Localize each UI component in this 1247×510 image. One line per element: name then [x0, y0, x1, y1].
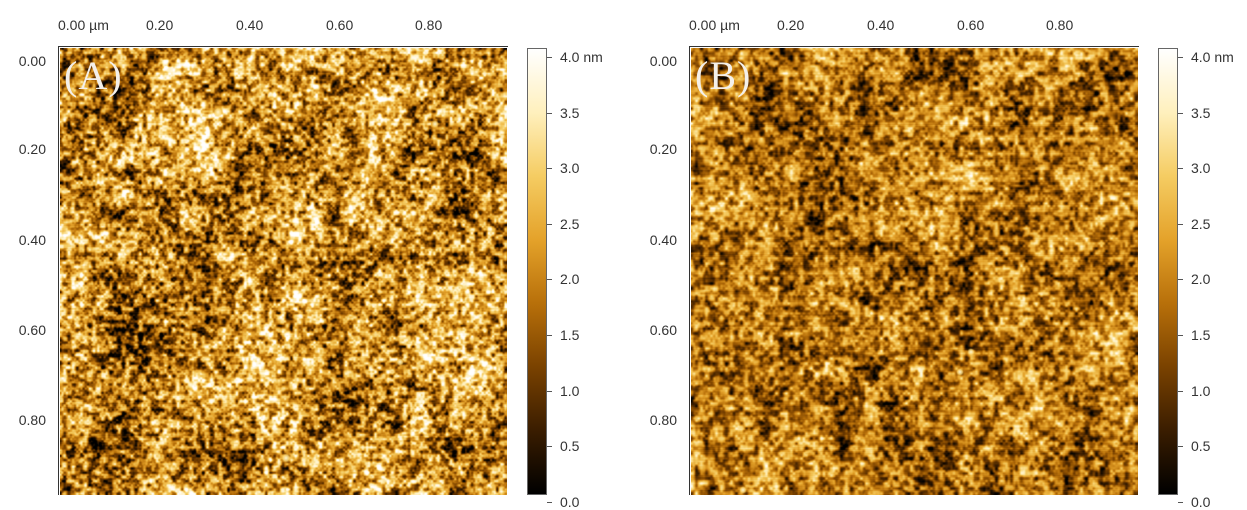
x-tick: 0.40: [867, 17, 895, 33]
color-scale-tick: [1178, 223, 1183, 225]
x-tick: 0.00 µm: [689, 17, 740, 33]
x-tick: 0.00 µm: [58, 17, 109, 33]
color-scale-label: 3.0: [560, 160, 580, 177]
y-tick: 0.60: [649, 322, 677, 338]
color-scale-tick: [1178, 112, 1183, 114]
panel-label: (A): [64, 53, 123, 98]
y-tick: 0.20: [649, 141, 677, 157]
color-scale-tick: [1178, 446, 1183, 448]
color-scale-tick: [547, 446, 552, 448]
color-scale-tick: [1178, 168, 1183, 170]
color-scale-tick: [547, 390, 552, 392]
color-scale-bar: [527, 48, 547, 495]
color-scale-tick: [1178, 279, 1183, 281]
color-scale-tick: [1178, 390, 1183, 392]
color-scale-label: 4.0 nm: [1191, 49, 1234, 65]
color-scale-tick: [1178, 57, 1183, 58]
color-scale-tick: [547, 223, 552, 225]
scan-left-border: [58, 46, 59, 495]
color-scale-label: 2.0: [1191, 271, 1211, 288]
color-scale-label: 1.0: [1191, 382, 1211, 399]
color-scale-tick: [547, 168, 552, 170]
color-scale-label: 0.5: [1191, 438, 1211, 455]
scan-left-border: [689, 46, 690, 495]
color-scale-label: 0.0: [560, 493, 580, 510]
x-tick: 0.60: [957, 17, 985, 33]
color-scale-label: 1.5: [1191, 327, 1211, 343]
y-tick: 0.40: [649, 232, 677, 248]
color-scale-tick: [547, 501, 552, 503]
x-tick: 0.20: [146, 17, 174, 33]
y-tick: 0.80: [18, 412, 46, 428]
color-scale-label: 1.0: [560, 382, 580, 399]
color-scale-label: 3.5: [1191, 104, 1211, 121]
afm-panel-a: 0.00 µm 0.20 0.40 0.60 0.80 0.00 0.20 0.…: [0, 0, 623, 510]
x-tick: 0.80: [415, 17, 443, 33]
color-scale-label: 2.5: [1191, 215, 1211, 232]
afm-height-image: [60, 48, 507, 495]
color-scale-bar: [1158, 48, 1178, 495]
color-scale-label: 0.5: [560, 438, 580, 455]
x-tick: 0.20: [777, 17, 805, 33]
afm-height-image: [691, 48, 1138, 495]
color-scale-tick: [547, 57, 552, 58]
color-scale-label: 3.5: [560, 104, 580, 121]
scan-top-border: [689, 46, 1139, 47]
y-tick: 0.00: [18, 53, 46, 69]
scan-top-border: [58, 46, 508, 47]
y-tick: 0.60: [18, 322, 46, 338]
color-scale-tick: [547, 112, 552, 114]
y-tick: 0.00: [649, 53, 677, 69]
y-tick: 0.20: [18, 141, 46, 157]
color-scale-label: 0.0: [1191, 493, 1211, 510]
color-scale-label: 2.5: [560, 215, 580, 232]
color-scale-label: 3.0: [1191, 160, 1211, 177]
x-tick: 0.40: [236, 17, 264, 33]
color-scale-tick: [1178, 501, 1183, 503]
color-scale-tick: [1178, 335, 1183, 336]
y-tick: 0.80: [649, 412, 677, 428]
color-scale-tick: [547, 335, 552, 336]
panel-label: (B): [695, 53, 752, 98]
color-scale-label: 1.5: [560, 327, 580, 343]
color-scale-label: 2.0: [560, 271, 580, 288]
x-tick: 0.60: [326, 17, 354, 33]
y-tick: 0.40: [18, 232, 46, 248]
color-scale-label: 4.0 nm: [560, 49, 603, 65]
x-tick: 0.80: [1046, 17, 1074, 33]
afm-panel-b: 0.00 µm 0.20 0.40 0.60 0.80 0.00 0.20 0.…: [631, 0, 1247, 510]
color-scale-tick: [547, 279, 552, 281]
